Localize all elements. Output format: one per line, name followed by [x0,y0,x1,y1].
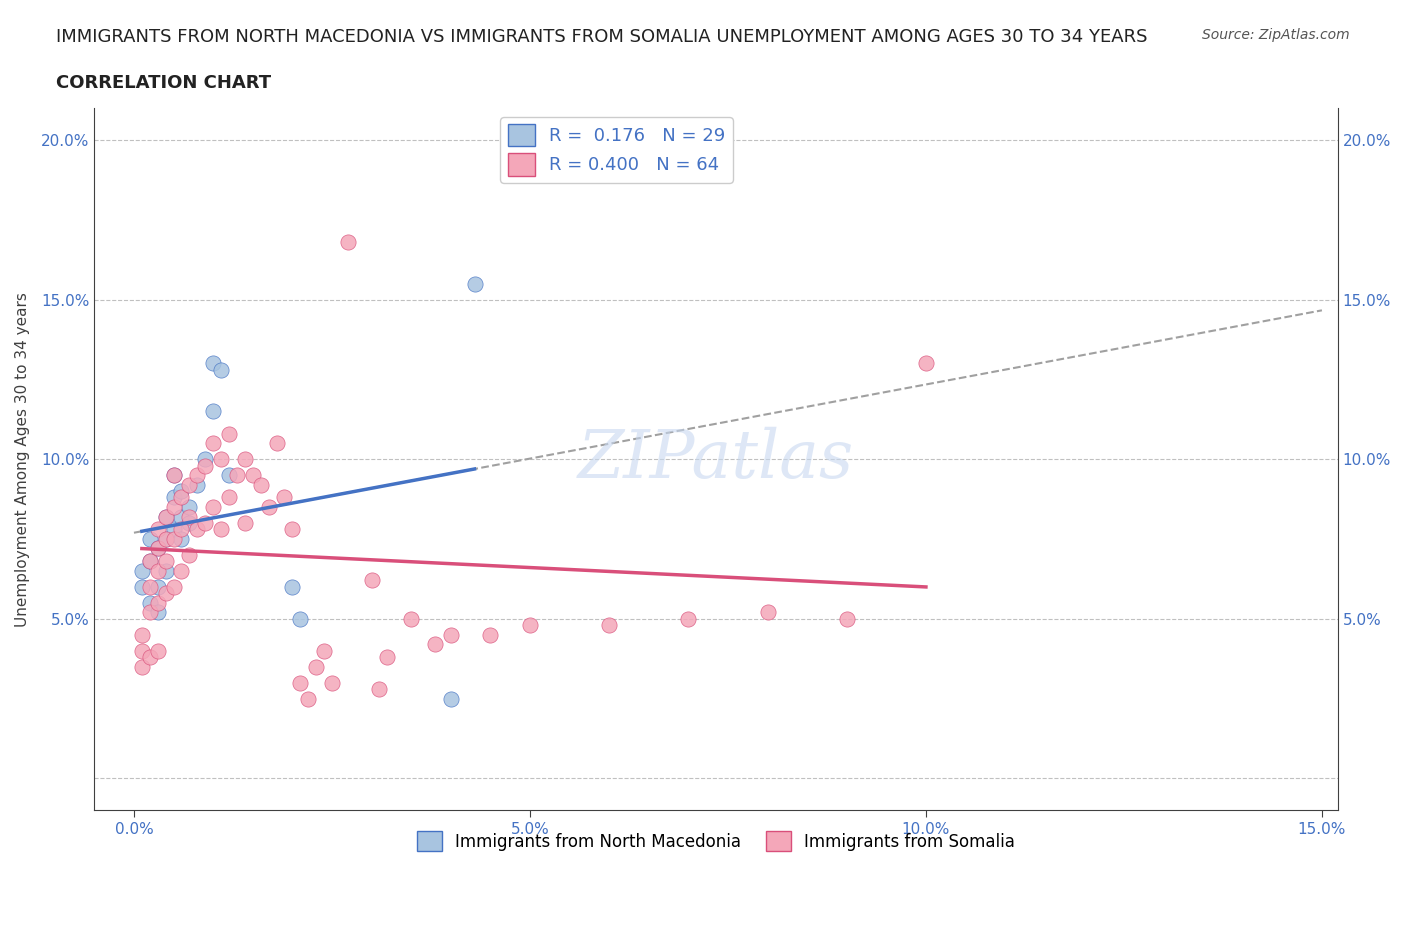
Point [290,611,312,626]
Point [598,618,620,632]
Point [131,579,153,594]
Point [170,522,193,537]
Point [281,522,304,537]
Point [463,276,485,291]
Point [305,659,328,674]
Point [131,644,153,658]
Point [179,477,201,492]
Point [440,627,463,642]
Point [170,490,193,505]
Point [170,531,193,546]
Point [146,564,169,578]
Point [146,541,169,556]
Point [209,522,232,537]
Point [273,490,295,505]
Point [266,436,288,451]
Point [202,436,225,451]
Point [519,618,541,632]
Point [139,554,162,569]
Y-axis label: Unemployment Among Ages 30 to 34 years: Unemployment Among Ages 30 to 34 years [15,292,30,627]
Point [131,659,153,674]
Point [249,477,271,492]
Point [155,509,177,524]
Point [155,531,177,546]
Point [233,452,256,467]
Point [146,522,169,537]
Point [835,611,858,626]
Point [155,531,177,546]
Point [155,564,177,578]
Point [155,554,177,569]
Point [139,531,162,546]
Point [321,675,343,690]
Point [209,363,232,378]
Point [194,452,217,467]
Point [146,644,169,658]
Point [162,531,184,546]
Point [146,595,169,610]
Point [312,644,335,658]
Point [479,627,502,642]
Point [179,509,201,524]
Point [146,541,169,556]
Text: CORRELATION CHART: CORRELATION CHART [56,74,271,92]
Point [194,458,217,473]
Point [257,499,280,514]
Point [162,522,184,537]
Point [170,484,193,498]
Point [179,548,201,563]
Point [139,604,162,619]
Point [170,509,193,524]
Point [186,477,208,492]
Point [179,499,201,514]
Point [139,649,162,664]
Legend: Immigrants from North Macedonia, Immigrants from Somalia: Immigrants from North Macedonia, Immigra… [411,824,1022,858]
Point [202,356,225,371]
Point [139,554,162,569]
Point [281,579,304,594]
Point [162,468,184,483]
Point [399,611,422,626]
Point [139,595,162,610]
Point [218,468,240,483]
Point [377,649,399,664]
Point [155,509,177,524]
Text: ZIPatlas: ZIPatlas [578,427,855,492]
Text: Source: ZipAtlas.com: Source: ZipAtlas.com [1202,28,1350,42]
Point [155,586,177,601]
Point [186,468,208,483]
Point [186,522,208,537]
Point [202,499,225,514]
Point [131,564,153,578]
Point [218,490,240,505]
Point [336,234,359,249]
Point [202,404,225,418]
Point [756,604,779,619]
Point [233,515,256,530]
Point [162,490,184,505]
Text: IMMIGRANTS FROM NORTH MACEDONIA VS IMMIGRANTS FROM SOMALIA UNEMPLOYMENT AMONG AG: IMMIGRANTS FROM NORTH MACEDONIA VS IMMIG… [56,28,1147,46]
Point [290,675,312,690]
Point [218,426,240,441]
Point [678,611,700,626]
Point [209,452,232,467]
Point [297,691,319,706]
Point [162,579,184,594]
Point [242,468,264,483]
Point [139,579,162,594]
Point [915,356,938,371]
Point [194,515,217,530]
Point [179,515,201,530]
Point [440,691,463,706]
Point [146,579,169,594]
Point [170,564,193,578]
Point [423,637,446,652]
Point [146,604,169,619]
Point [225,468,247,483]
Point [162,499,184,514]
Point [368,682,391,697]
Point [162,468,184,483]
Point [360,573,382,588]
Point [131,627,153,642]
